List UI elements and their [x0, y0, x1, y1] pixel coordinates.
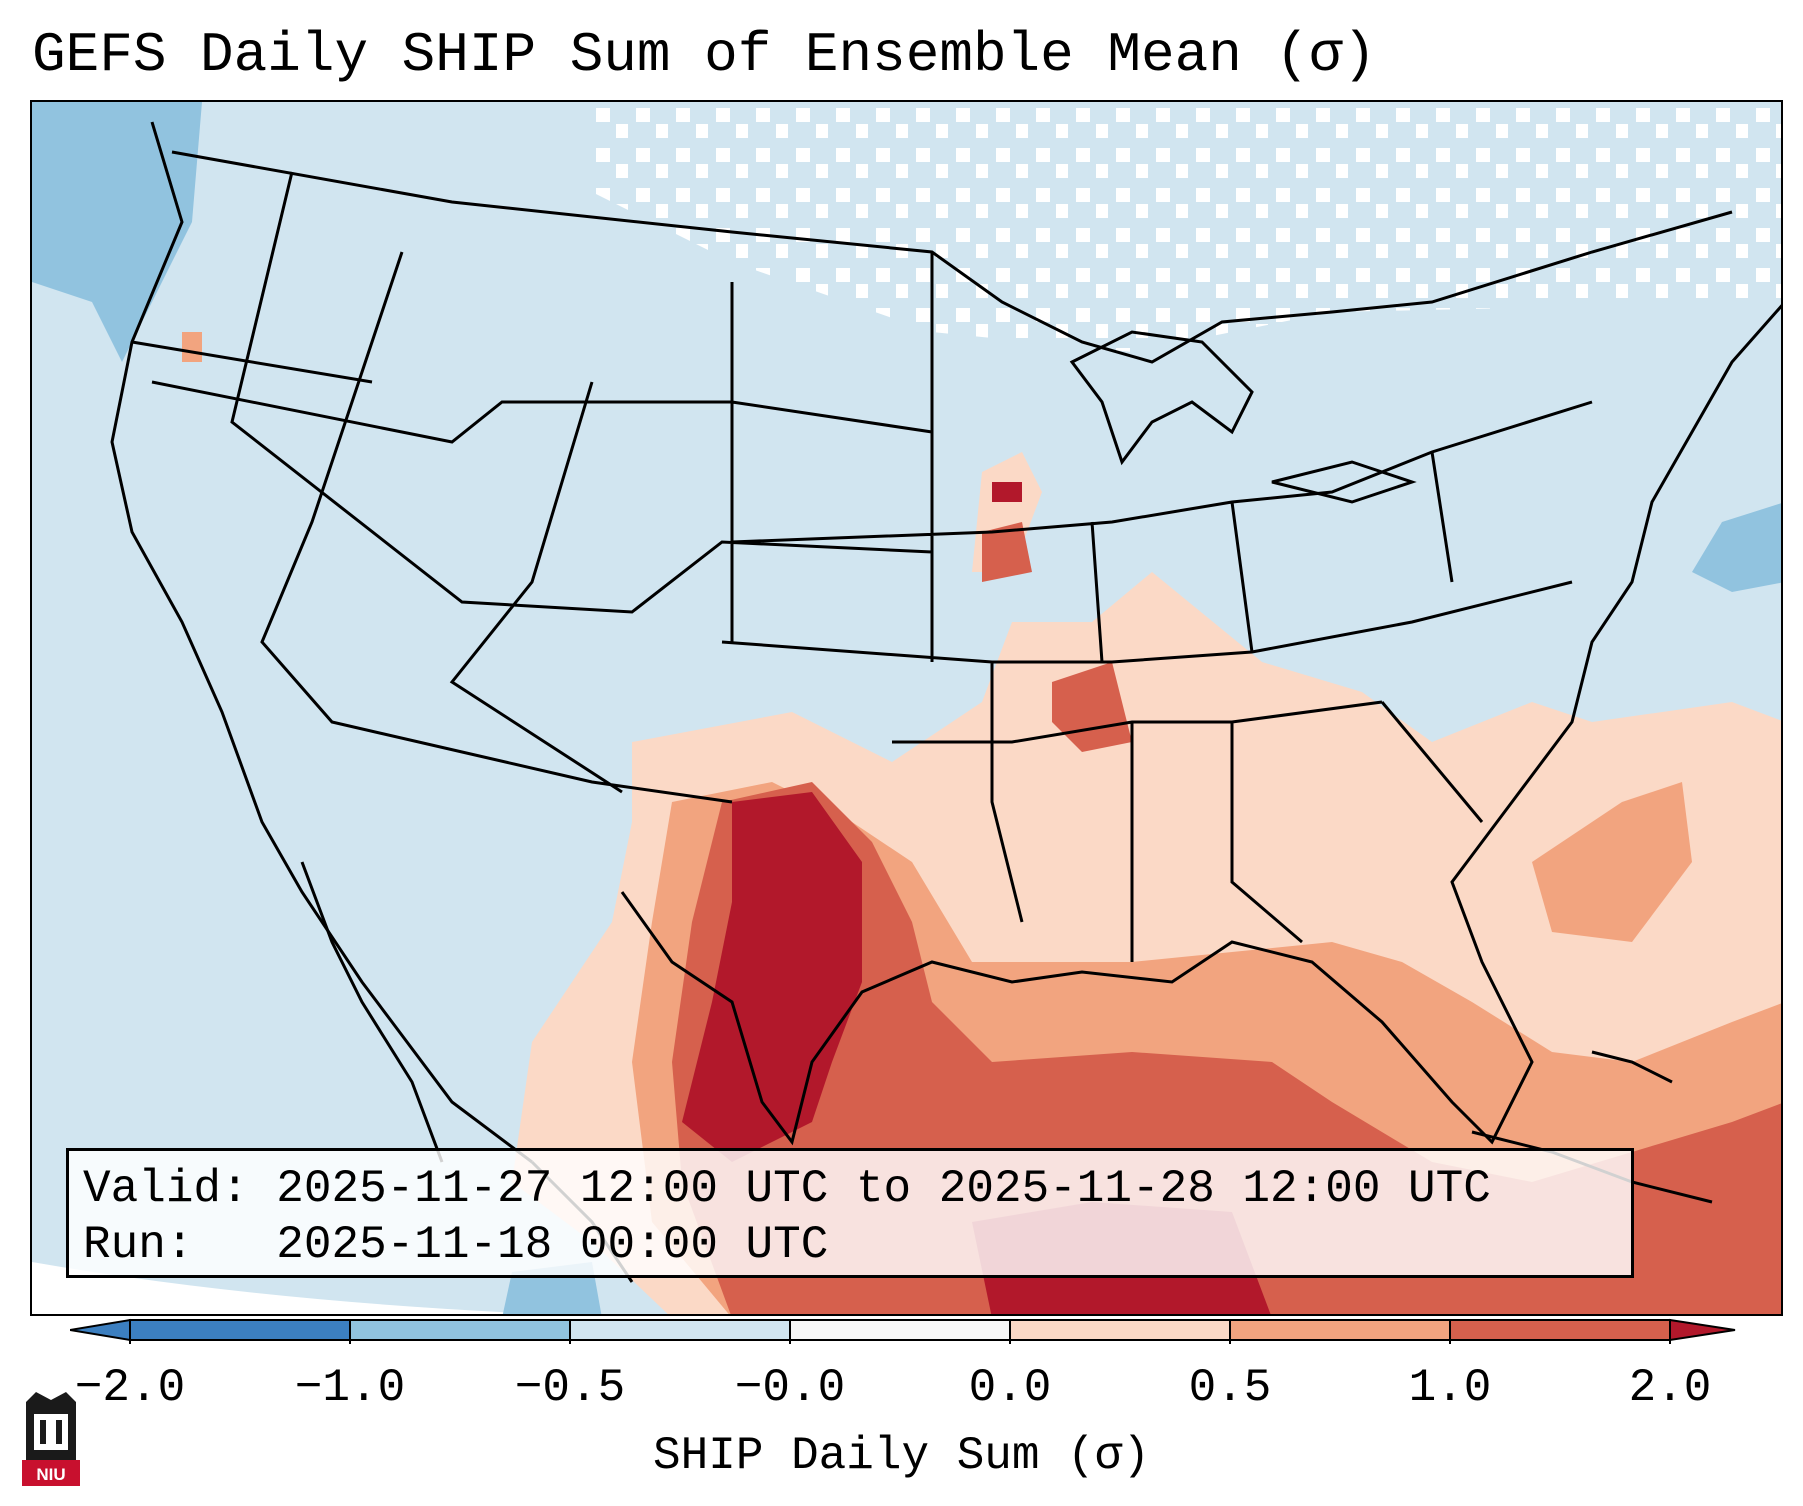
colorbar-tick-label: −2.0: [74, 1362, 186, 1414]
map-panel: [30, 100, 1783, 1316]
chart-title: GEFS Daily SHIP Sum of Ensemble Mean (σ): [32, 23, 1377, 87]
us-canada-border: [171, 150, 1733, 364]
colorbar-extend-low: [70, 1318, 131, 1342]
logo-banner: [22, 1460, 80, 1486]
colorbar-segment: [1010, 1320, 1230, 1340]
iowa-medium-region: [982, 522, 1032, 582]
oregon-positive-spot: [182, 332, 202, 362]
valid-label: Valid:: [83, 1163, 249, 1215]
colorbar-tick-label: −0.5: [514, 1362, 626, 1414]
logo-window: [34, 1414, 68, 1450]
colorbar-tick-label: −0.0: [734, 1362, 846, 1414]
state-lines: [131, 171, 1593, 962]
colorbar-tick-label: 2.0: [1628, 1362, 1712, 1414]
map-canvas: [32, 102, 1781, 1314]
great-lakes: [1069, 330, 1417, 504]
domain-corner: [32, 1262, 542, 1314]
colorbar-label: SHIP Daily Sum (σ): [653, 1430, 1150, 1482]
canada-speckle-region: [592, 102, 1781, 352]
colorbar-tick-label: 1.0: [1408, 1362, 1492, 1414]
colorbar-segment: [130, 1320, 350, 1340]
run-label: Run:: [83, 1219, 194, 1271]
colorbar-extend-high: [1669, 1318, 1736, 1342]
iowa-darkest-spot: [992, 482, 1022, 502]
colorbar-segment: [790, 1320, 1010, 1340]
logo-text: NIU: [36, 1465, 65, 1484]
atlantic-negative-region: [1692, 503, 1781, 592]
colorbar-segment: [570, 1320, 790, 1340]
colorbar-tick-label: 0.0: [968, 1362, 1052, 1414]
political-boundaries: [110, 121, 1781, 1283]
colorbar-segment: [1450, 1320, 1670, 1340]
run-value: 2025-11-18 00:00 UTC: [276, 1219, 829, 1271]
colorbar-tick-label: −1.0: [294, 1362, 406, 1414]
valid-value: 2025-11-27 12:00 UTC to 2025-11-28 12:00…: [276, 1163, 1491, 1215]
colorbar-segment: [350, 1320, 570, 1340]
colorbar: [70, 1318, 1736, 1344]
missouri-medium-region: [1052, 662, 1132, 752]
colorbar-tick-label: 0.5: [1188, 1362, 1272, 1414]
logo-roof: [26, 1392, 76, 1402]
niu-logo: NIU: [22, 1392, 80, 1486]
atlantic-medium-region: [1532, 782, 1692, 942]
positive-region-darkest: [682, 792, 862, 1162]
colorbar-segment: [1230, 1320, 1450, 1340]
valid-run-info-box: Valid: 2025-11-27 12:00 UTC to 2025-11-2…: [66, 1148, 1634, 1278]
pacific-negative-region: [32, 102, 202, 362]
